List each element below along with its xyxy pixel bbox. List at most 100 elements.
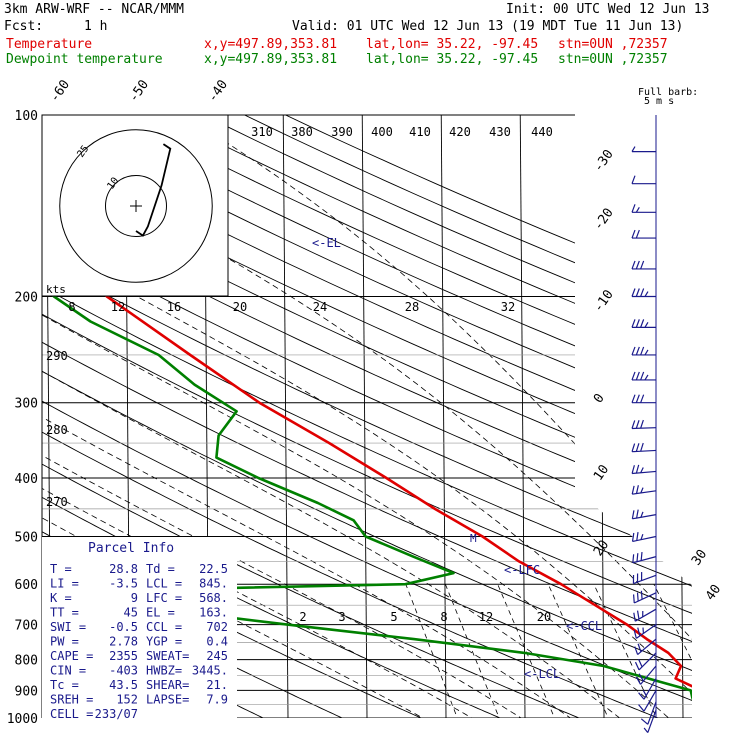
temperature-legend: Temperature: [6, 37, 93, 52]
wind-barb-flag: [640, 419, 644, 429]
dry-adiabat-line: [42, 115, 692, 718]
mixing-ratio-tick-label: 32: [501, 300, 515, 314]
parcel-param-label: SWEAT=: [146, 649, 189, 663]
isotherm-tick-label: 0: [591, 391, 608, 406]
parcel-param-value: 43.5: [109, 678, 138, 692]
parcel-param-value: 2.78: [109, 635, 138, 649]
mixing-ratio-line: [405, 584, 463, 718]
mixing-ratio-tick-label: 2: [299, 610, 306, 624]
pressure-tick-label: 900: [15, 684, 38, 699]
wind-barb-flag: [635, 443, 640, 452]
wind-barb-flag: [640, 552, 643, 561]
wind-barb-flag: [640, 288, 645, 297]
moist-adiabat-line: [42, 282, 589, 718]
wind-barb-flag: [640, 260, 645, 270]
parcel-param-label: Tc =: [50, 678, 79, 692]
wind-barb-flag: [640, 718, 649, 725]
isotherm-line: [598, 115, 605, 718]
barb-legend-line2: 5 m s: [644, 96, 674, 107]
wind-barb-flag: [637, 627, 641, 637]
isotherm-line: [440, 115, 447, 718]
wind-barb-flag: [631, 229, 636, 239]
wind-barb-flag: [631, 346, 636, 356]
parcel-param-label: T =: [50, 562, 72, 576]
wind-barb-flag: [640, 371, 645, 381]
wind-barb: [634, 608, 657, 622]
parcel-param-value: 845.: [199, 577, 228, 591]
pressure-tick-label: 800: [15, 654, 38, 669]
mixing-ratio-tick-label: 8: [68, 300, 75, 314]
latlon-readout-dew: lat,lon= 35.22, -97.45: [366, 52, 539, 67]
wind-barb-flag: [634, 661, 640, 671]
moist-adiabat-line: [42, 115, 692, 718]
wind-barb-flag: [643, 727, 649, 733]
wind-barb-flag: [635, 420, 640, 429]
parcel-param-value: 152: [116, 693, 138, 707]
wind-barb: [632, 556, 657, 564]
theta-tick-label: 420: [449, 125, 471, 139]
theta-tick-label: 270: [46, 495, 68, 509]
parcel-param-label: LI =: [50, 577, 79, 591]
el-annotation: <-EL: [312, 236, 341, 250]
dewpoint-trace: [42, 115, 692, 713]
mixing-ratio-line: [653, 584, 692, 718]
wind-barb-flag: [631, 260, 636, 270]
wind-barb-flag: [640, 590, 643, 600]
wind-barb: [643, 678, 657, 700]
parcel-param-label: CCL =: [146, 620, 182, 634]
wind-barb-flag: [636, 509, 639, 519]
wind-barb: [635, 624, 657, 639]
wind-barb-flag: [636, 553, 639, 562]
lfc-annotation: <-LFC: [504, 563, 540, 577]
isotherm-tick-label: 40: [703, 582, 724, 603]
m-annotation: M: [470, 532, 477, 545]
station-readout-dew: stn=0UN ,72357: [558, 52, 668, 67]
wind-barb-flag: [635, 260, 640, 270]
wind-barb-flag: [640, 346, 645, 356]
dry-adiabat-line: [42, 115, 692, 718]
wind-barb-flag: [631, 175, 636, 184]
wind-barb-flag: [635, 346, 640, 356]
wind-barb-flag: [640, 467, 644, 474]
parcel-param-value: 3445.: [192, 664, 228, 678]
isotherm-tick-label: -50: [126, 77, 152, 105]
wind-barbs: Full barb:5 m s: [631, 87, 698, 733]
wind-barb-flag: [638, 704, 645, 712]
parcel-param-value: 245: [206, 649, 228, 663]
wind-barb-flag: [635, 206, 640, 213]
wind-barb-flag: [635, 485, 639, 494]
theta-tick-label: 400: [371, 125, 393, 139]
isotherm-tick-label: -10: [591, 287, 617, 315]
wind-barb-flag: [636, 592, 639, 602]
parcel-param-label: SHEAR=: [146, 678, 189, 692]
wind-barb-flag: [632, 554, 635, 563]
theta-tick-label: 410: [409, 125, 431, 139]
wind-barb-flag: [640, 533, 644, 540]
wind-barb-flag: [631, 443, 636, 452]
parcel-param-label: Td =: [146, 562, 175, 576]
isotherm-tick-label: 10: [591, 462, 612, 483]
pressure-tick-label: 300: [15, 397, 38, 412]
parcel-param-value: 702: [206, 620, 228, 634]
parcel-param-value: -0.5: [109, 620, 138, 634]
wind-barb-flag: [638, 673, 644, 682]
parcel-param-label: EL =: [146, 606, 175, 620]
wind-barb-flag: [636, 532, 639, 541]
parcel-param-value: -403: [109, 664, 138, 678]
mixing-ratio-tick-label: 24: [313, 300, 327, 314]
dry-adiabat-line: [42, 115, 692, 718]
parcel-param-value: 233/07: [95, 707, 138, 721]
wind-barb: [631, 427, 657, 430]
wind-barb-flag: [631, 420, 636, 429]
wind-barb-flag: [640, 319, 645, 328]
wind-barb-flag: [635, 464, 640, 474]
wind-barb-flag: [640, 394, 645, 403]
parcel-param-label: PW =: [50, 635, 79, 649]
theta-tick-label: 380: [291, 125, 313, 139]
wind-barb-flag: [631, 394, 636, 403]
wind-barb-flag: [635, 371, 640, 381]
mixing-ratio-tick-label: 12: [479, 610, 493, 624]
isotherm-tick-label: -30: [591, 147, 617, 175]
parcel-param-label: LAPSE=: [146, 693, 189, 707]
